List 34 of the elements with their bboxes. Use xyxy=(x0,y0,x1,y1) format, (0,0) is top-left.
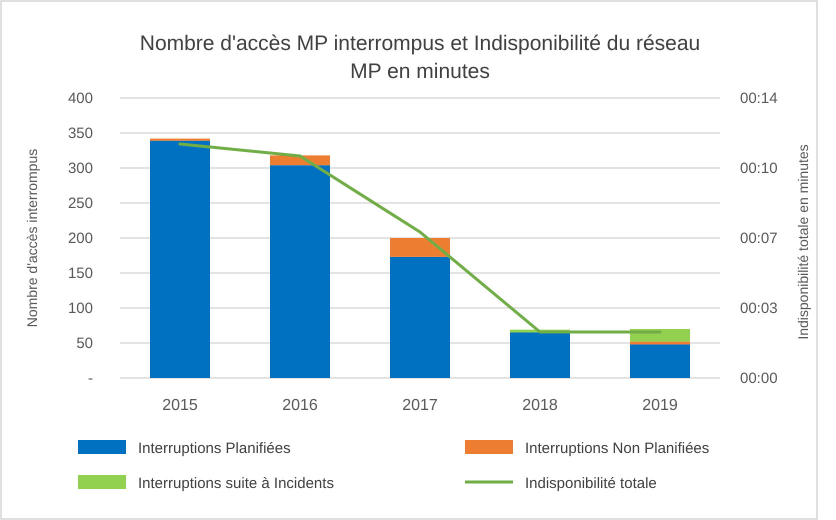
bar xyxy=(150,140,210,378)
bar xyxy=(630,342,690,344)
x-tick-label: 2015 xyxy=(162,397,198,414)
x-tick-label: 2019 xyxy=(642,397,678,414)
legend-label: Indisponibilité totale xyxy=(525,475,657,492)
y2-tick-label: 00:03 xyxy=(740,300,778,317)
y-tick-label: 300 xyxy=(68,160,93,177)
y2-tick-label: 00:14 xyxy=(740,90,778,107)
x-tick-label: 2017 xyxy=(402,397,438,414)
y-axis-title: Nombre d'accès interrompus xyxy=(24,148,40,328)
y-tick-label: 150 xyxy=(68,265,93,282)
legend-label: Interruptions Planifiées xyxy=(138,440,291,457)
line-series xyxy=(178,142,662,334)
y-tick-label: 200 xyxy=(68,230,93,247)
bar xyxy=(390,256,450,378)
y2-tick-label: 00:07 xyxy=(740,230,778,247)
x-tick-label: 2018 xyxy=(522,397,558,414)
y2-tick-label: 00:10 xyxy=(740,160,778,177)
y-tick-label: 350 xyxy=(68,125,93,142)
bar xyxy=(510,332,570,378)
y2-axis-title: Indisponibilité totale en minutes xyxy=(795,144,811,340)
bar xyxy=(270,165,330,378)
y-tick-label: 250 xyxy=(68,195,93,212)
x-tick-label: 2016 xyxy=(282,397,318,414)
bar xyxy=(390,238,450,257)
y-tick-label: 100 xyxy=(68,300,93,317)
bar xyxy=(630,344,690,378)
y-tick-label: 400 xyxy=(68,90,93,107)
y2-tick-label: 00:00 xyxy=(740,370,778,387)
legend-label: Interruptions Non Planifiées xyxy=(525,440,710,457)
legend-label: Interruptions suite à Incidents xyxy=(138,475,334,492)
y-tick-label: 50 xyxy=(76,335,93,352)
y-tick-label: - xyxy=(88,370,93,387)
chart-title: Nombre d'accès MP interrompus et Indisponibilité du réseau MP en minutes xyxy=(140,32,700,83)
